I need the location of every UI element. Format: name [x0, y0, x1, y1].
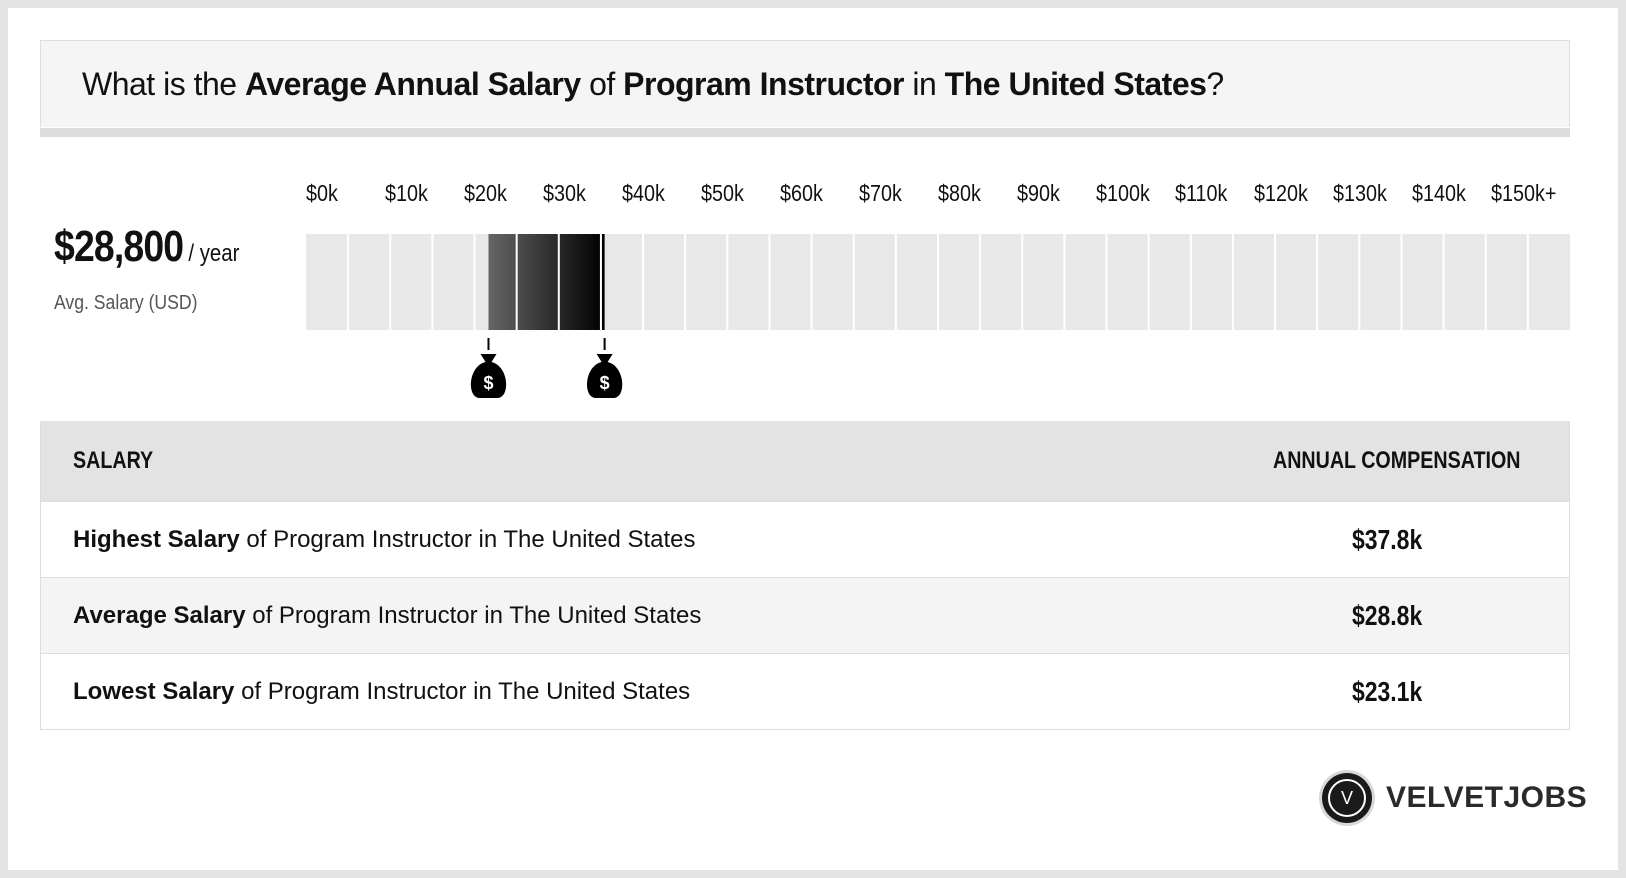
title-part: of	[580, 66, 624, 102]
row-label-text: of Program Instructor in The United Stat…	[239, 526, 696, 553]
row-label: Highest Salary of Program Instructor in …	[73, 526, 696, 554]
title-emphasis: The United States	[944, 66, 1207, 102]
money-bag-body	[586, 362, 623, 398]
brand-name: VELVETJOBS	[1386, 781, 1588, 814]
x-tick-label: $0k	[306, 180, 338, 206]
title-part: ?	[1206, 66, 1224, 102]
row-label-emphasis: Lowest Salary	[73, 678, 235, 705]
x-tick-label: $90k	[1017, 180, 1060, 206]
x-tick-label: $60k	[780, 180, 823, 206]
title-emphasis: Program Instructor	[623, 66, 904, 102]
title-emphasis: Average Annual Salary	[244, 66, 581, 102]
x-tick-label: $70k	[859, 180, 902, 206]
money-bag-neck	[480, 354, 497, 362]
salary-range-chart: $ $	[306, 234, 1570, 398]
x-tick-label: $40k	[622, 180, 665, 206]
average-salary-label: Avg. Salary (USD)	[54, 292, 198, 314]
x-tick-label: $120k	[1254, 180, 1308, 206]
x-tick-label: $50k	[701, 180, 744, 206]
table-row: Lowest Salary of Program Instructor in T…	[41, 653, 1569, 729]
heading-divider	[40, 128, 1570, 137]
logo-letter: V	[1328, 779, 1366, 817]
x-tick-label: $80k	[938, 180, 981, 206]
row-value: $23.1k	[1352, 676, 1423, 707]
average-salary-amount: $28,800	[54, 222, 184, 271]
velvetjobs-logo[interactable]: V VELVETJOBS	[1322, 770, 1587, 826]
x-tick-label: $100k	[1096, 180, 1150, 206]
table-header: SALARY ANNUAL COMPENSATION	[41, 421, 1569, 501]
salary-range-bar	[488, 234, 605, 330]
row-label-emphasis: Highest Salary	[73, 526, 240, 553]
heading-box	[40, 40, 1570, 127]
table-row: Highest Salary of Program Instructor in …	[41, 501, 1569, 577]
money-bag-icon: $	[586, 354, 623, 398]
row-label-emphasis: Average Salary	[73, 602, 246, 629]
page-title: What is the Average Annual Salary of Pro…	[82, 66, 1224, 103]
logo-badge-icon: V	[1322, 773, 1372, 823]
row-label-text: of Program Instructor in The United Stat…	[245, 602, 702, 629]
x-tick-label: $110k	[1175, 180, 1228, 206]
column-header-compensation: ANNUAL COMPENSATION	[1273, 447, 1521, 474]
money-bag-body	[470, 362, 507, 398]
money-bag-symbol: $	[483, 373, 493, 393]
title-part: in	[903, 66, 945, 102]
row-label: Average Salary of Program Instructor in …	[73, 602, 701, 630]
row-label: Lowest Salary of Program Instructor in T…	[73, 678, 690, 706]
x-tick-label: $30k	[543, 180, 586, 206]
x-tick-label: $10k	[385, 180, 428, 206]
x-tick-label: $140k	[1412, 180, 1466, 206]
row-value: $28.8k	[1352, 600, 1423, 631]
row-value: $37.8k	[1352, 524, 1423, 555]
average-salary-unit: / year	[188, 240, 240, 267]
x-tick-label: $150k+	[1491, 180, 1557, 206]
money-bag-symbol: $	[600, 373, 610, 393]
money-bag-icon: $	[470, 354, 507, 398]
money-bag-neck	[596, 354, 613, 362]
column-header-salary: SALARY	[73, 447, 154, 474]
x-tick-label: $20k	[464, 180, 507, 206]
title-part: What is the	[82, 66, 245, 102]
average-salary-value: $28,800/ year	[54, 222, 239, 272]
table-row: Average Salary of Program Instructor in …	[41, 577, 1569, 653]
row-label-text: of Program Instructor in The United Stat…	[234, 678, 691, 705]
x-tick-label: $130k	[1333, 180, 1387, 206]
salary-table: SALARY ANNUAL COMPENSATION Highest Salar…	[40, 421, 1570, 730]
